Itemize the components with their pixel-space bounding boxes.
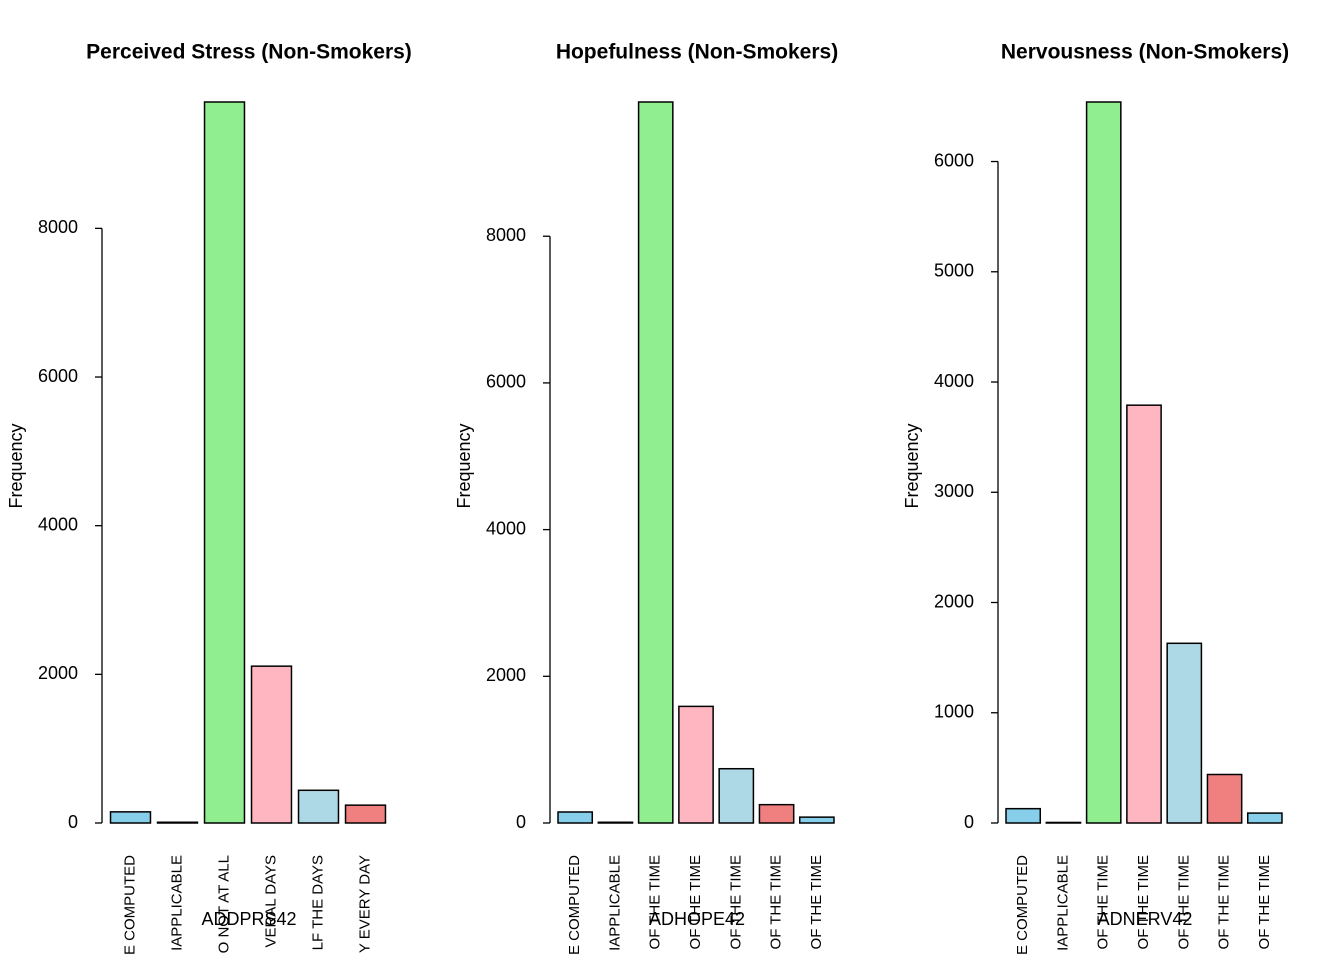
chart-panel: Perceived Stress (Non-Smokers) Frequency A… — [6, 41, 412, 955]
x-tick-label: OF THE TIME — [1135, 855, 1152, 949]
bar — [718, 767, 755, 824]
x-tick-label: Y EVERY DAY — [356, 855, 373, 953]
x-tick-label: OF THE TIME — [1256, 855, 1273, 949]
y-tick-label: 2000 — [486, 665, 526, 685]
chart-panel: Nervousness (Non-Smokers) Frequency ADNERV… — [902, 41, 1289, 955]
x-tick-label: IAPPLICABLE — [168, 855, 185, 951]
y-tick-label: 3000 — [934, 481, 974, 501]
x-tick-label: OF THE TIME — [727, 855, 744, 949]
y-axis-label: Frequency — [454, 423, 474, 508]
x-tick-label: LF THE DAYS — [309, 855, 326, 950]
chart-title: Nervousness (Non-Smokers) — [1001, 41, 1289, 64]
y-tick-label: 8000 — [38, 217, 78, 237]
x-tick-label: OF THE TIME — [1095, 855, 1112, 949]
bar — [1166, 642, 1203, 824]
bar — [1246, 812, 1283, 824]
y-tick-label: 4000 — [934, 371, 974, 391]
chart-panel: Hopefulness (Non-Smokers) Frequency ADHOPE… — [454, 41, 838, 955]
x-tick-label: OF THE TIME — [768, 855, 785, 949]
bar — [109, 811, 152, 824]
y-tick-label: 2000 — [934, 591, 974, 611]
x-tick-label: VERAL DAYS — [262, 855, 279, 948]
x-tick-label: OF THE TIME — [808, 855, 825, 949]
x-tick-label: OF THE TIME — [647, 855, 664, 949]
x-tick-label: E COMPUTED — [566, 855, 583, 955]
bar — [557, 811, 594, 824]
y-tick-label: 2000 — [38, 663, 78, 683]
y-tick-label: 4000 — [486, 518, 526, 538]
y-tick-label: 5000 — [934, 261, 974, 281]
bar — [203, 101, 246, 824]
y-tick-label: 0 — [964, 812, 974, 832]
x-tick-label: OF THE TIME — [687, 855, 704, 949]
x-axis-label: ADHOPE42 — [649, 909, 745, 929]
bar — [678, 705, 714, 824]
bar — [1206, 773, 1243, 824]
bar — [1005, 807, 1042, 824]
y-tick-label: 6000 — [38, 366, 78, 386]
bar — [1085, 101, 1122, 824]
bar — [597, 821, 634, 824]
chart-title: Hopefulness (Non-Smokers) — [556, 41, 838, 64]
bar — [758, 803, 795, 824]
y-tick-label: 6000 — [934, 150, 974, 170]
x-tick-label: E COMPUTED — [1014, 855, 1031, 955]
y-tick-label: 1000 — [934, 702, 974, 722]
y-tick-label: 0 — [516, 812, 526, 832]
chart-title: Perceived Stress (Non-Smokers) — [86, 41, 412, 64]
y-axis-label: Frequency — [902, 423, 922, 508]
y-tick-label: 4000 — [38, 514, 78, 534]
bar — [798, 816, 835, 824]
y-axis-label: Frequency — [6, 423, 26, 508]
x-tick-label: IAPPLICABLE — [606, 855, 623, 951]
x-tick-label: IAPPLICABLE — [1054, 855, 1071, 951]
x-tick-label: E COMPUTED — [121, 855, 138, 955]
bar — [344, 804, 387, 824]
bar — [637, 101, 674, 824]
x-tick-label: OF THE TIME — [1216, 855, 1233, 949]
bar — [156, 821, 199, 824]
y-tick-label: 8000 — [486, 225, 526, 245]
x-tick-label: O NOT AT ALL — [215, 855, 232, 953]
y-tick-label: 0 — [68, 812, 78, 832]
x-axis-label: ADNERV42 — [1098, 909, 1193, 929]
bar — [1045, 821, 1082, 824]
y-tick-label: 6000 — [486, 372, 526, 392]
x-axis-label: ADDPRS42 — [201, 909, 296, 929]
bar — [1126, 404, 1162, 824]
bar — [250, 665, 293, 824]
bar — [297, 789, 340, 824]
x-tick-label: OF THE TIME — [1175, 855, 1192, 949]
